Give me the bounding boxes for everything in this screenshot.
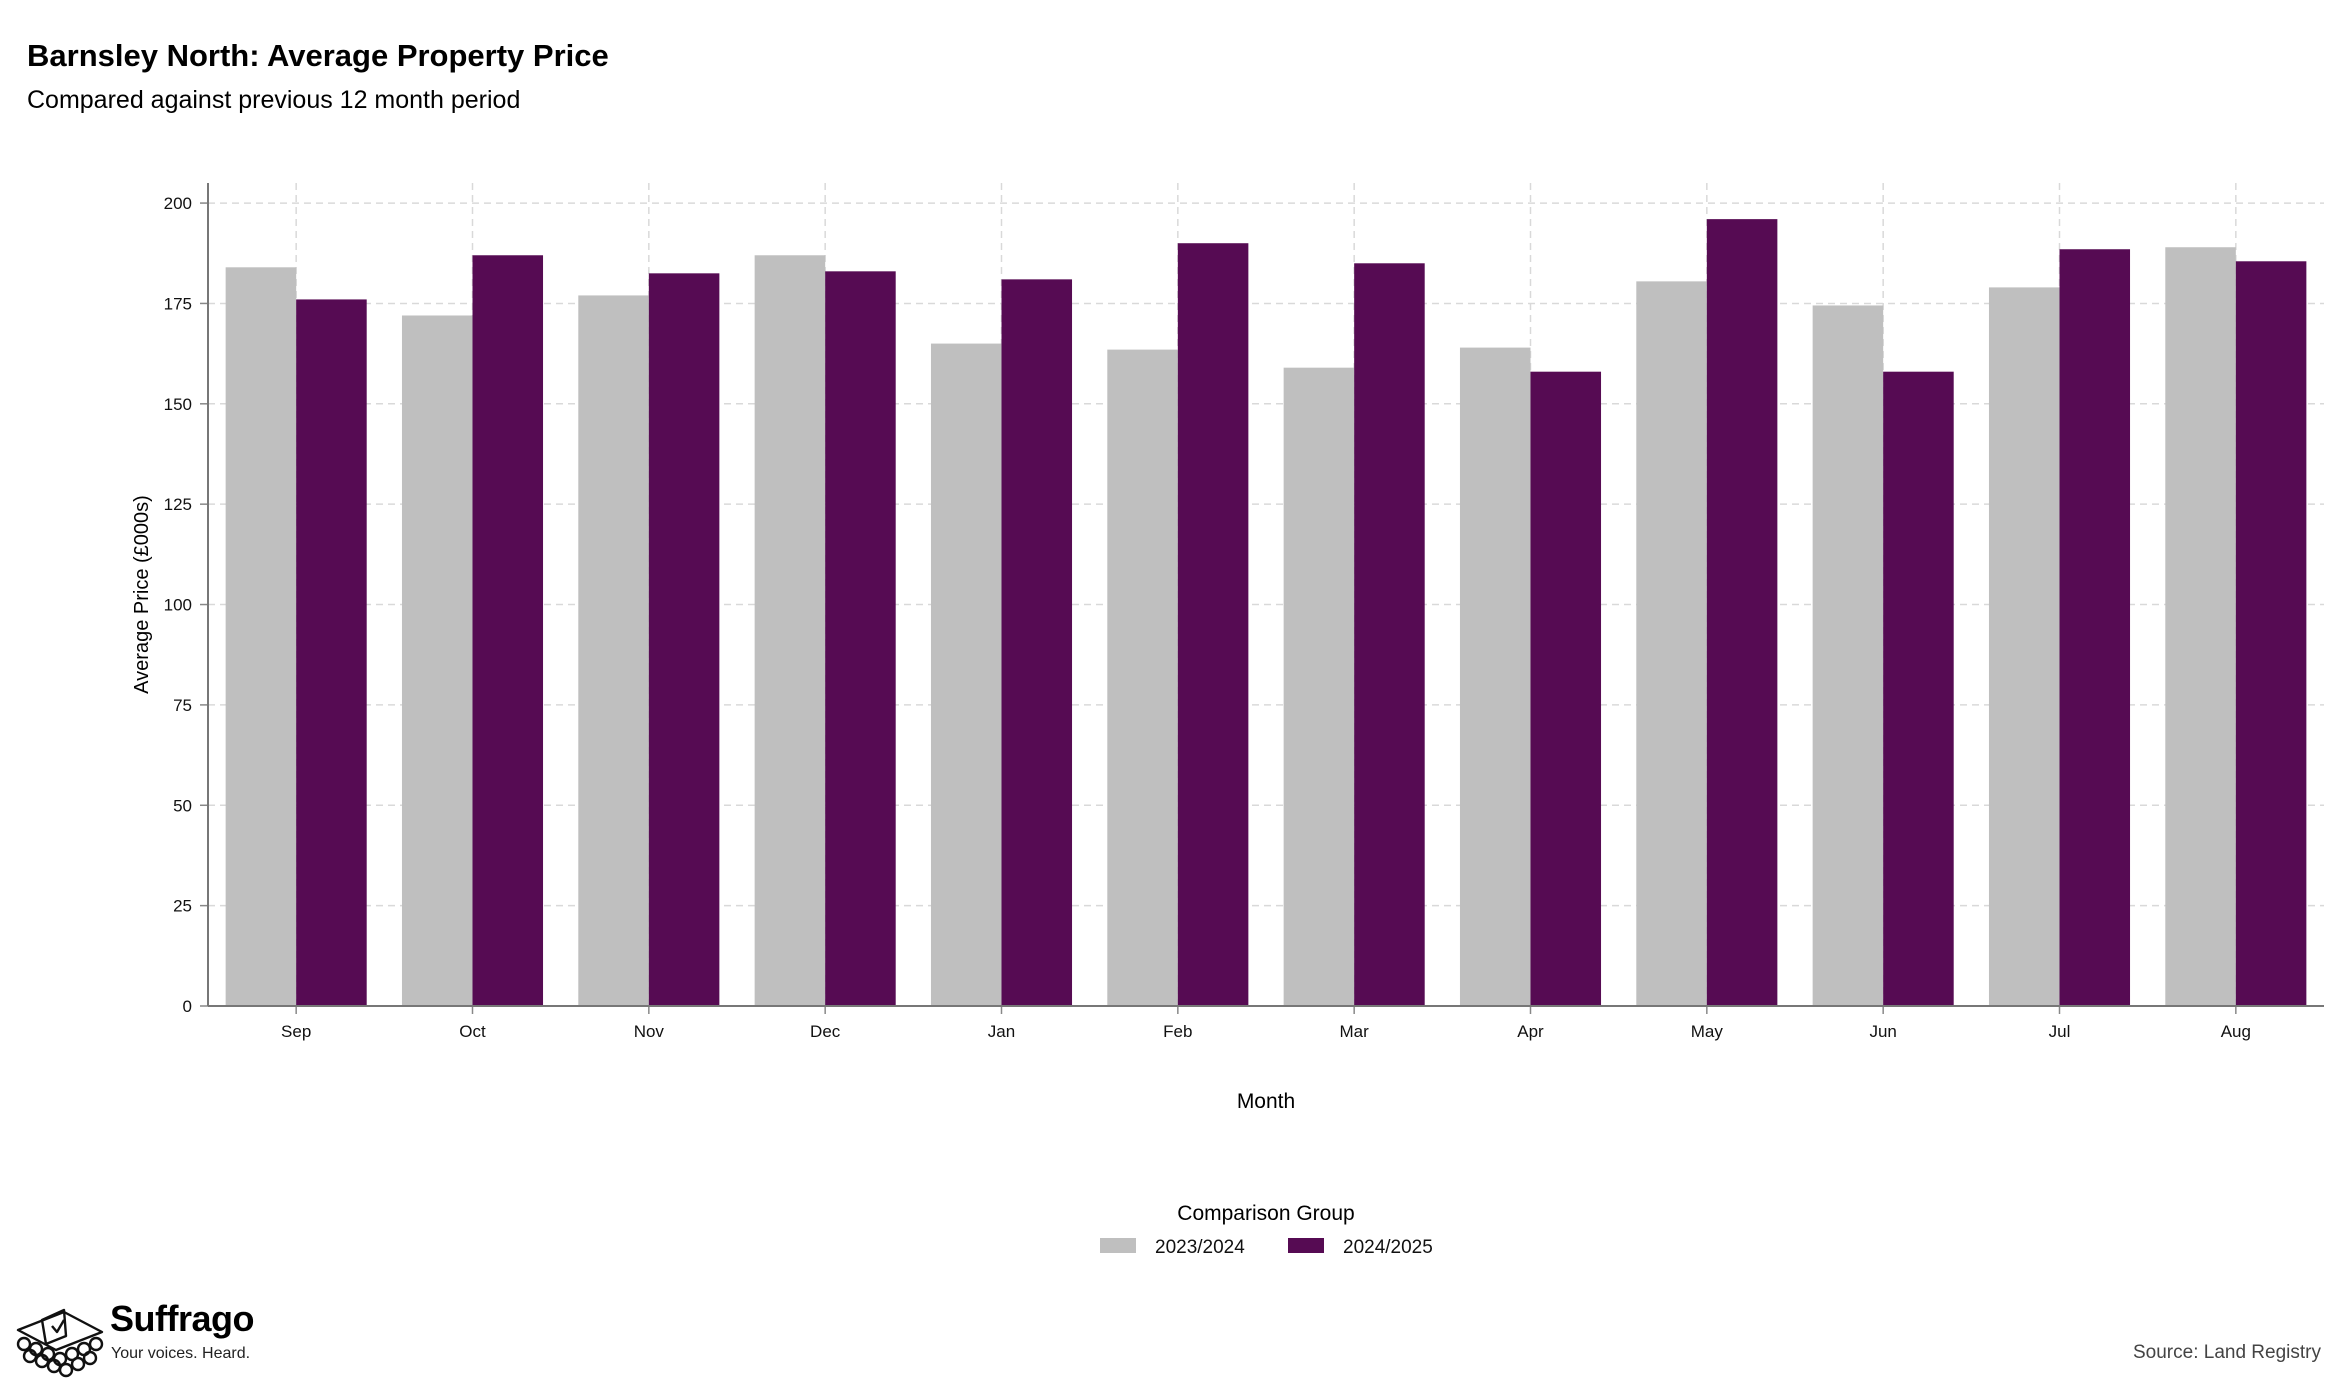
bar-2023-2024-aug <box>2165 247 2236 1007</box>
legend-swatch-2023-2024 <box>1100 1238 1136 1253</box>
bar-2023-2024-sep <box>225 267 297 1006</box>
x-tick-label: Feb <box>1163 1022 1192 1041</box>
y-tick-label: 200 <box>164 194 192 213</box>
bar-2024-2025-jul <box>2059 249 2131 1007</box>
suffrago-logo-icon <box>16 1308 104 1378</box>
y-tick-label: 0 <box>183 997 192 1016</box>
y-axis-label: Average Price (£000s) <box>131 495 153 694</box>
bar-2023-2024-jul <box>1988 287 2060 1006</box>
bar-2024-2025-aug <box>2235 261 2307 1006</box>
bar-2024-2025-oct <box>472 255 544 1006</box>
x-tick-label: Apr <box>1517 1022 1544 1041</box>
y-tick-label: 100 <box>164 596 192 615</box>
bar-2024-2025-apr <box>1530 371 1602 1006</box>
bar-2024-2025-mar <box>1354 263 1425 1006</box>
x-tick-label: Dec <box>810 1022 841 1041</box>
legend-swatch-2024-2025 <box>1288 1238 1324 1253</box>
x-tick-label: Sep <box>281 1022 311 1041</box>
y-tick-label: 25 <box>173 897 192 916</box>
bar-2024-2025-jan <box>1001 279 1073 1007</box>
axes <box>200 183 2324 1014</box>
x-tick-label: Oct <box>459 1022 486 1041</box>
bar-2023-2024-oct <box>401 315 473 1007</box>
x-tick-label: Jan <box>988 1022 1015 1041</box>
y-tick-labels: 0 25 50 75 100 125 150 175 200 <box>164 194 192 1016</box>
bar-2024-2025-jun <box>1883 371 1954 1006</box>
bar-chart: 0 25 50 75 100 125 150 175 200 Sep Oct Nov Dec Jan Fe… <box>131 183 2324 1258</box>
x-tick-label: Jun <box>1869 1022 1896 1041</box>
x-tick-labels: Sep Oct Nov Dec Jan Feb Mar Apr May Jun Jul Aug <box>281 1022 2251 1041</box>
x-tick-label: Jul <box>2049 1022 2071 1041</box>
bar-2024-2025-may <box>1706 219 1778 1006</box>
y-tick-label: 50 <box>173 796 192 815</box>
bar-2024-2025-nov <box>648 273 720 1007</box>
bar-2023-2024-apr <box>1459 347 1531 1007</box>
x-tick-label: Aug <box>2221 1022 2251 1041</box>
chart-subtitle: Compared against previous 12 month perio… <box>27 86 521 114</box>
chart-title: Barnsley North: Average Property Price <box>27 38 609 73</box>
legend: Comparison Group 2023/2024 2024/2025 <box>1100 1202 1433 1258</box>
brand-tagline: Your voices. Heard. <box>111 1345 251 1362</box>
y-tick-label: 150 <box>164 395 192 414</box>
bar-2023-2024-may <box>1636 281 1707 1007</box>
legend-title: Comparison Group <box>1177 1202 1354 1225</box>
bar-2024-2025-dec <box>825 271 896 1006</box>
bar-2023-2024-nov <box>578 295 649 1006</box>
y-tick-label: 75 <box>173 696 192 715</box>
bar-2023-2024-mar <box>1283 367 1355 1006</box>
brand-name: Suffrago <box>110 1298 255 1339</box>
bar-2024-2025-feb <box>1177 243 1249 1007</box>
source-note: Source: Land Registry <box>2133 1342 2321 1363</box>
bar-2023-2024-jan <box>930 343 1002 1007</box>
x-axis-label: Month <box>1237 1090 1295 1113</box>
x-tick-label: May <box>1691 1022 1724 1041</box>
x-tick-label: Mar <box>1340 1022 1370 1041</box>
legend-label-2024-2025: 2024/2025 <box>1343 1237 1433 1258</box>
x-tick-label: Nov <box>634 1022 665 1041</box>
y-tick-label: 175 <box>164 294 192 313</box>
bar-2024-2025-sep <box>296 299 367 1006</box>
bar-2023-2024-jun <box>1812 305 1884 1006</box>
legend-label-2023-2024: 2023/2024 <box>1155 1237 1245 1258</box>
bar-2023-2024-feb <box>1107 349 1178 1007</box>
y-tick-label: 125 <box>164 495 192 514</box>
bars <box>225 219 2307 1007</box>
bar-2023-2024-dec <box>754 255 826 1006</box>
